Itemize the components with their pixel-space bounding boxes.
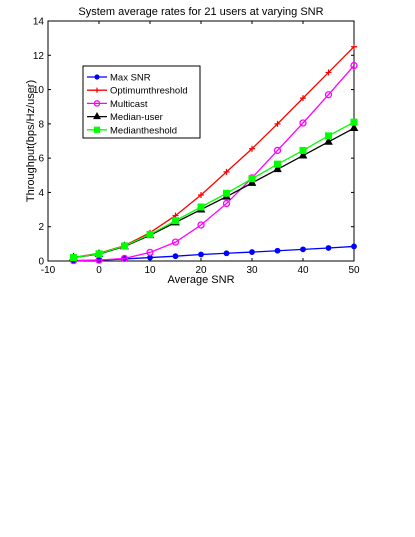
data-point <box>325 245 332 251</box>
x-tick-label: -10 <box>41 265 56 276</box>
data-point <box>198 251 204 258</box>
legend-box <box>82 65 201 139</box>
x-tick-label: 0 <box>96 265 102 276</box>
data-point <box>299 146 307 154</box>
data-point <box>172 253 179 260</box>
data-point <box>94 87 100 93</box>
data-point <box>274 160 281 168</box>
x-tick-label: 10 <box>144 265 156 276</box>
data-point <box>146 230 154 238</box>
data-point <box>248 175 256 183</box>
legend: Max SNR Optimumthreshold Multicast Median-u… <box>82 65 201 139</box>
plot-area <box>47 20 355 262</box>
data-point <box>298 150 308 159</box>
data-point <box>299 119 307 127</box>
data-point <box>198 192 204 198</box>
x-tick-label: 30 <box>246 265 258 276</box>
y-tick-label: 6 <box>38 154 44 165</box>
data-point <box>249 145 255 152</box>
legend-entry: Multicast <box>87 99 148 110</box>
data-point <box>197 203 205 211</box>
data-point <box>222 199 231 208</box>
legend-entry: Mediantheshold <box>87 125 177 136</box>
y-tick-label: 4 <box>38 188 44 199</box>
data-point <box>94 74 100 80</box>
legend-label: Optimumthreshold <box>110 86 188 97</box>
series-line <box>73 65 355 262</box>
legend-label: Multicast <box>110 99 148 110</box>
y-tick-label: 14 <box>33 17 45 28</box>
data-point <box>350 61 358 70</box>
data-point <box>197 221 205 229</box>
y-tick-label: 10 <box>33 85 45 96</box>
data-point <box>300 246 306 253</box>
data-point <box>274 247 281 254</box>
data-point <box>223 250 230 257</box>
data-point <box>325 69 332 76</box>
legend-label: Max SNR <box>110 73 151 84</box>
x-axis-label: Average SNR <box>167 274 234 286</box>
y-tick-label: 0 <box>38 257 44 268</box>
data-point <box>349 123 359 132</box>
series-mediantheshold <box>70 118 358 262</box>
data-point <box>324 136 333 145</box>
data-point <box>120 254 129 263</box>
legend-entry: Optimumthreshold <box>87 86 188 97</box>
x-tick-label: 40 <box>297 265 309 276</box>
data-point <box>273 164 282 173</box>
legend-entry: Max SNR <box>87 73 151 84</box>
data-point <box>350 118 358 126</box>
data-point <box>93 126 101 133</box>
data-point <box>70 254 77 262</box>
data-point <box>223 168 230 175</box>
data-point <box>324 91 333 99</box>
legend-label: Median-user <box>110 112 163 123</box>
y-tick-label: 12 <box>33 51 45 62</box>
data-point <box>172 217 179 225</box>
y-axis-label: Throughput(bps/Hz/user) <box>25 80 37 202</box>
data-point <box>223 189 230 197</box>
x-tick-label: 50 <box>348 265 360 276</box>
data-point <box>300 95 306 102</box>
data-point <box>351 43 357 50</box>
y-tick-label: 8 <box>38 119 44 130</box>
data-point <box>93 111 101 120</box>
data-point <box>121 242 128 250</box>
legend-entry: Median-user <box>87 111 163 123</box>
data-point <box>274 120 281 127</box>
y-tick-label: 2 <box>38 222 44 233</box>
chart-title: System average rates for 21 users at var… <box>78 6 323 18</box>
data-point <box>273 146 282 155</box>
data-point <box>325 132 332 140</box>
data-point <box>249 249 255 255</box>
x-tick-label: 20 <box>195 265 207 276</box>
data-point <box>95 250 103 258</box>
series-line <box>73 121 355 259</box>
series-lines <box>69 43 359 265</box>
data-point <box>146 248 154 257</box>
data-point <box>93 100 101 107</box>
data-point <box>171 238 180 246</box>
data-point <box>351 243 357 250</box>
legend-label: Mediantheshold <box>110 125 177 136</box>
